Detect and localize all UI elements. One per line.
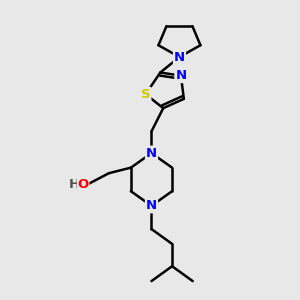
Text: N: N bbox=[176, 69, 187, 82]
Text: S: S bbox=[141, 88, 150, 101]
Text: N: N bbox=[146, 147, 157, 160]
Text: N: N bbox=[146, 199, 157, 212]
Text: N: N bbox=[174, 50, 185, 64]
Text: H: H bbox=[68, 178, 80, 190]
Text: O: O bbox=[77, 178, 89, 190]
